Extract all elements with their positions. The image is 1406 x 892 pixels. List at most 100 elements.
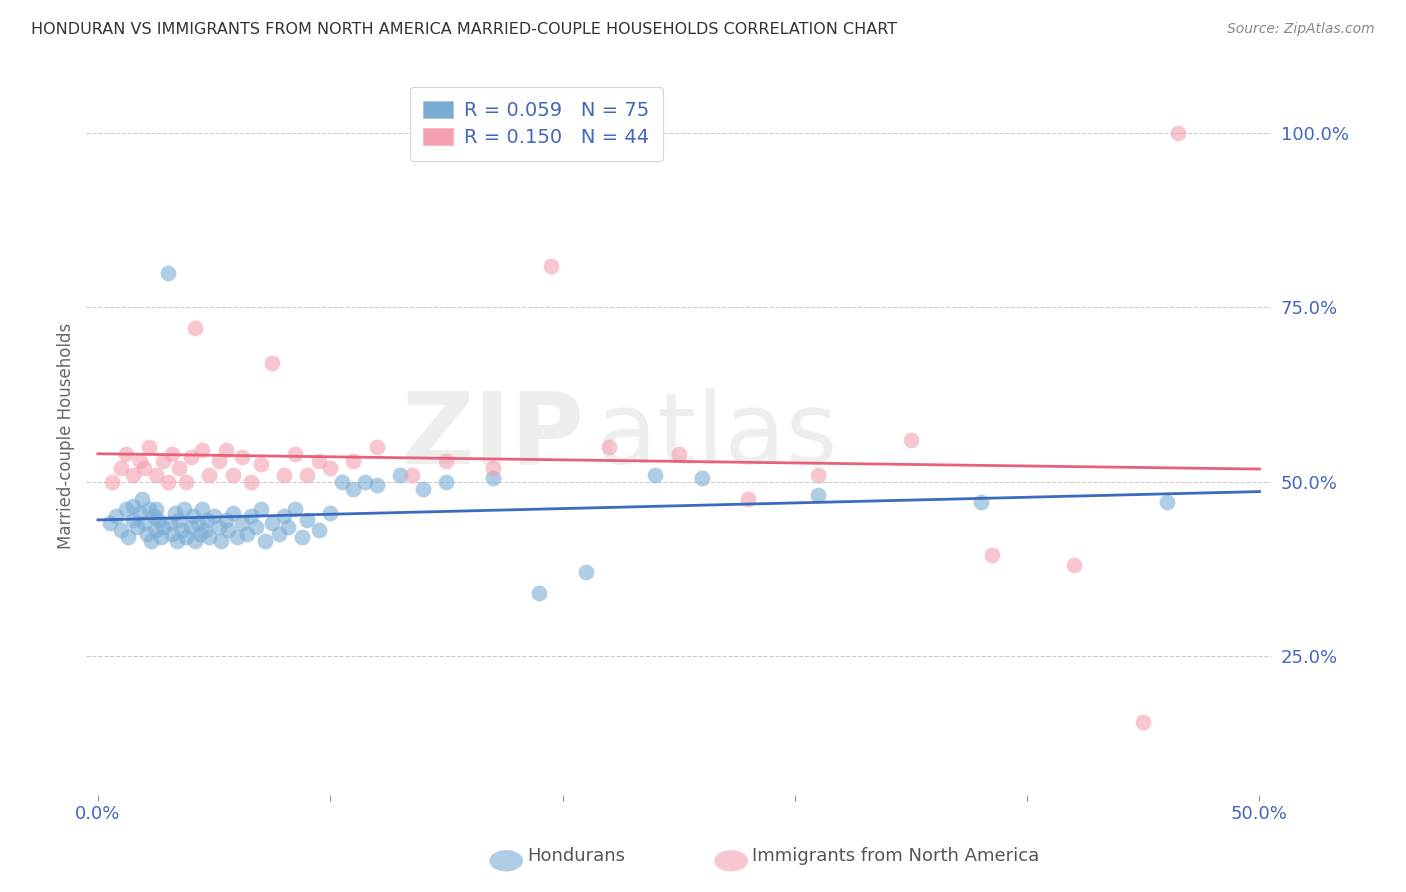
Point [1132, 714, 1154, 729]
Point [141, 533, 163, 548]
Point [249, 457, 271, 471]
Text: Hondurans: Hondurans [527, 847, 626, 865]
Point [148, 513, 170, 527]
Point [249, 502, 271, 516]
Point [1063, 558, 1085, 573]
Point [202, 509, 225, 524]
Point [181, 509, 204, 524]
Point [162, 526, 184, 541]
Point [245, 520, 267, 534]
Point [170, 524, 193, 538]
Point [156, 475, 179, 489]
Point [231, 450, 253, 465]
Text: Source: ZipAtlas.com: Source: ZipAtlas.com [1227, 22, 1375, 37]
Point [208, 520, 231, 534]
Point [1156, 495, 1178, 509]
Point [308, 524, 330, 538]
Point [235, 526, 257, 541]
Point [1167, 126, 1189, 140]
Text: HONDURAN VS IMMIGRANTS FROM NORTH AMERICA MARRIED-COUPLE HOUSEHOLDS CORRELATION : HONDURAN VS IMMIGRANTS FROM NORTH AMERIC… [31, 22, 897, 37]
Point [598, 440, 620, 454]
Point [195, 513, 218, 527]
Point [291, 530, 314, 544]
Point [342, 453, 364, 467]
Point [273, 467, 295, 482]
Point [121, 499, 143, 513]
Point [208, 453, 231, 467]
Point [159, 516, 181, 531]
Point [807, 488, 830, 502]
Point [668, 447, 690, 461]
Point [366, 440, 388, 454]
Point [167, 513, 190, 527]
Point [180, 520, 202, 534]
Point [135, 526, 157, 541]
Point [173, 502, 195, 516]
Legend: R = 0.059   N = 75, R = 0.150   N = 44: R = 0.059 N = 75, R = 0.150 N = 44 [411, 87, 664, 161]
Point [284, 447, 307, 461]
Point [262, 356, 284, 370]
Point [319, 460, 342, 475]
Point [194, 524, 217, 538]
Point [529, 586, 551, 600]
Point [981, 548, 1004, 562]
Point [295, 513, 318, 527]
Point [540, 259, 562, 273]
Point [308, 453, 330, 467]
Point [226, 530, 249, 544]
Point [807, 467, 830, 482]
Point [690, 471, 713, 485]
Point [166, 533, 188, 548]
Point [138, 502, 160, 516]
Point [131, 491, 153, 506]
Point [162, 447, 184, 461]
Point [163, 506, 186, 520]
Point [198, 467, 221, 482]
Point [284, 502, 307, 516]
Point [221, 467, 243, 482]
Point [269, 526, 291, 541]
Point [110, 524, 132, 538]
Point [354, 475, 377, 489]
Point [156, 266, 179, 280]
Point [134, 460, 156, 475]
Point [128, 506, 150, 520]
Point [152, 453, 174, 467]
Point [240, 509, 263, 524]
Point [145, 524, 167, 538]
Point [128, 453, 150, 467]
Point [110, 460, 132, 475]
Point [174, 530, 197, 544]
Point [149, 530, 172, 544]
Point [167, 460, 190, 475]
Point [117, 530, 139, 544]
Point [145, 467, 167, 482]
Point [434, 453, 457, 467]
Point [737, 491, 759, 506]
Point [105, 509, 128, 524]
Point [262, 516, 284, 531]
Point [254, 533, 277, 548]
Point [184, 533, 207, 548]
Point [101, 475, 124, 489]
Point [215, 443, 238, 458]
Point [152, 520, 174, 534]
Point [121, 513, 143, 527]
Text: ZIP: ZIP [401, 388, 583, 484]
Point [366, 478, 388, 492]
Point [434, 475, 457, 489]
Point [184, 321, 207, 335]
Point [401, 467, 423, 482]
Text: Immigrants from North America: Immigrants from North America [752, 847, 1039, 865]
Point [198, 530, 221, 544]
Point [114, 502, 136, 516]
Point [180, 450, 202, 465]
Point [98, 516, 121, 531]
Point [342, 482, 364, 496]
Text: atlas: atlas [596, 388, 838, 484]
Point [482, 471, 505, 485]
Point [412, 482, 434, 496]
Point [138, 440, 160, 454]
Point [231, 516, 253, 531]
Point [114, 447, 136, 461]
